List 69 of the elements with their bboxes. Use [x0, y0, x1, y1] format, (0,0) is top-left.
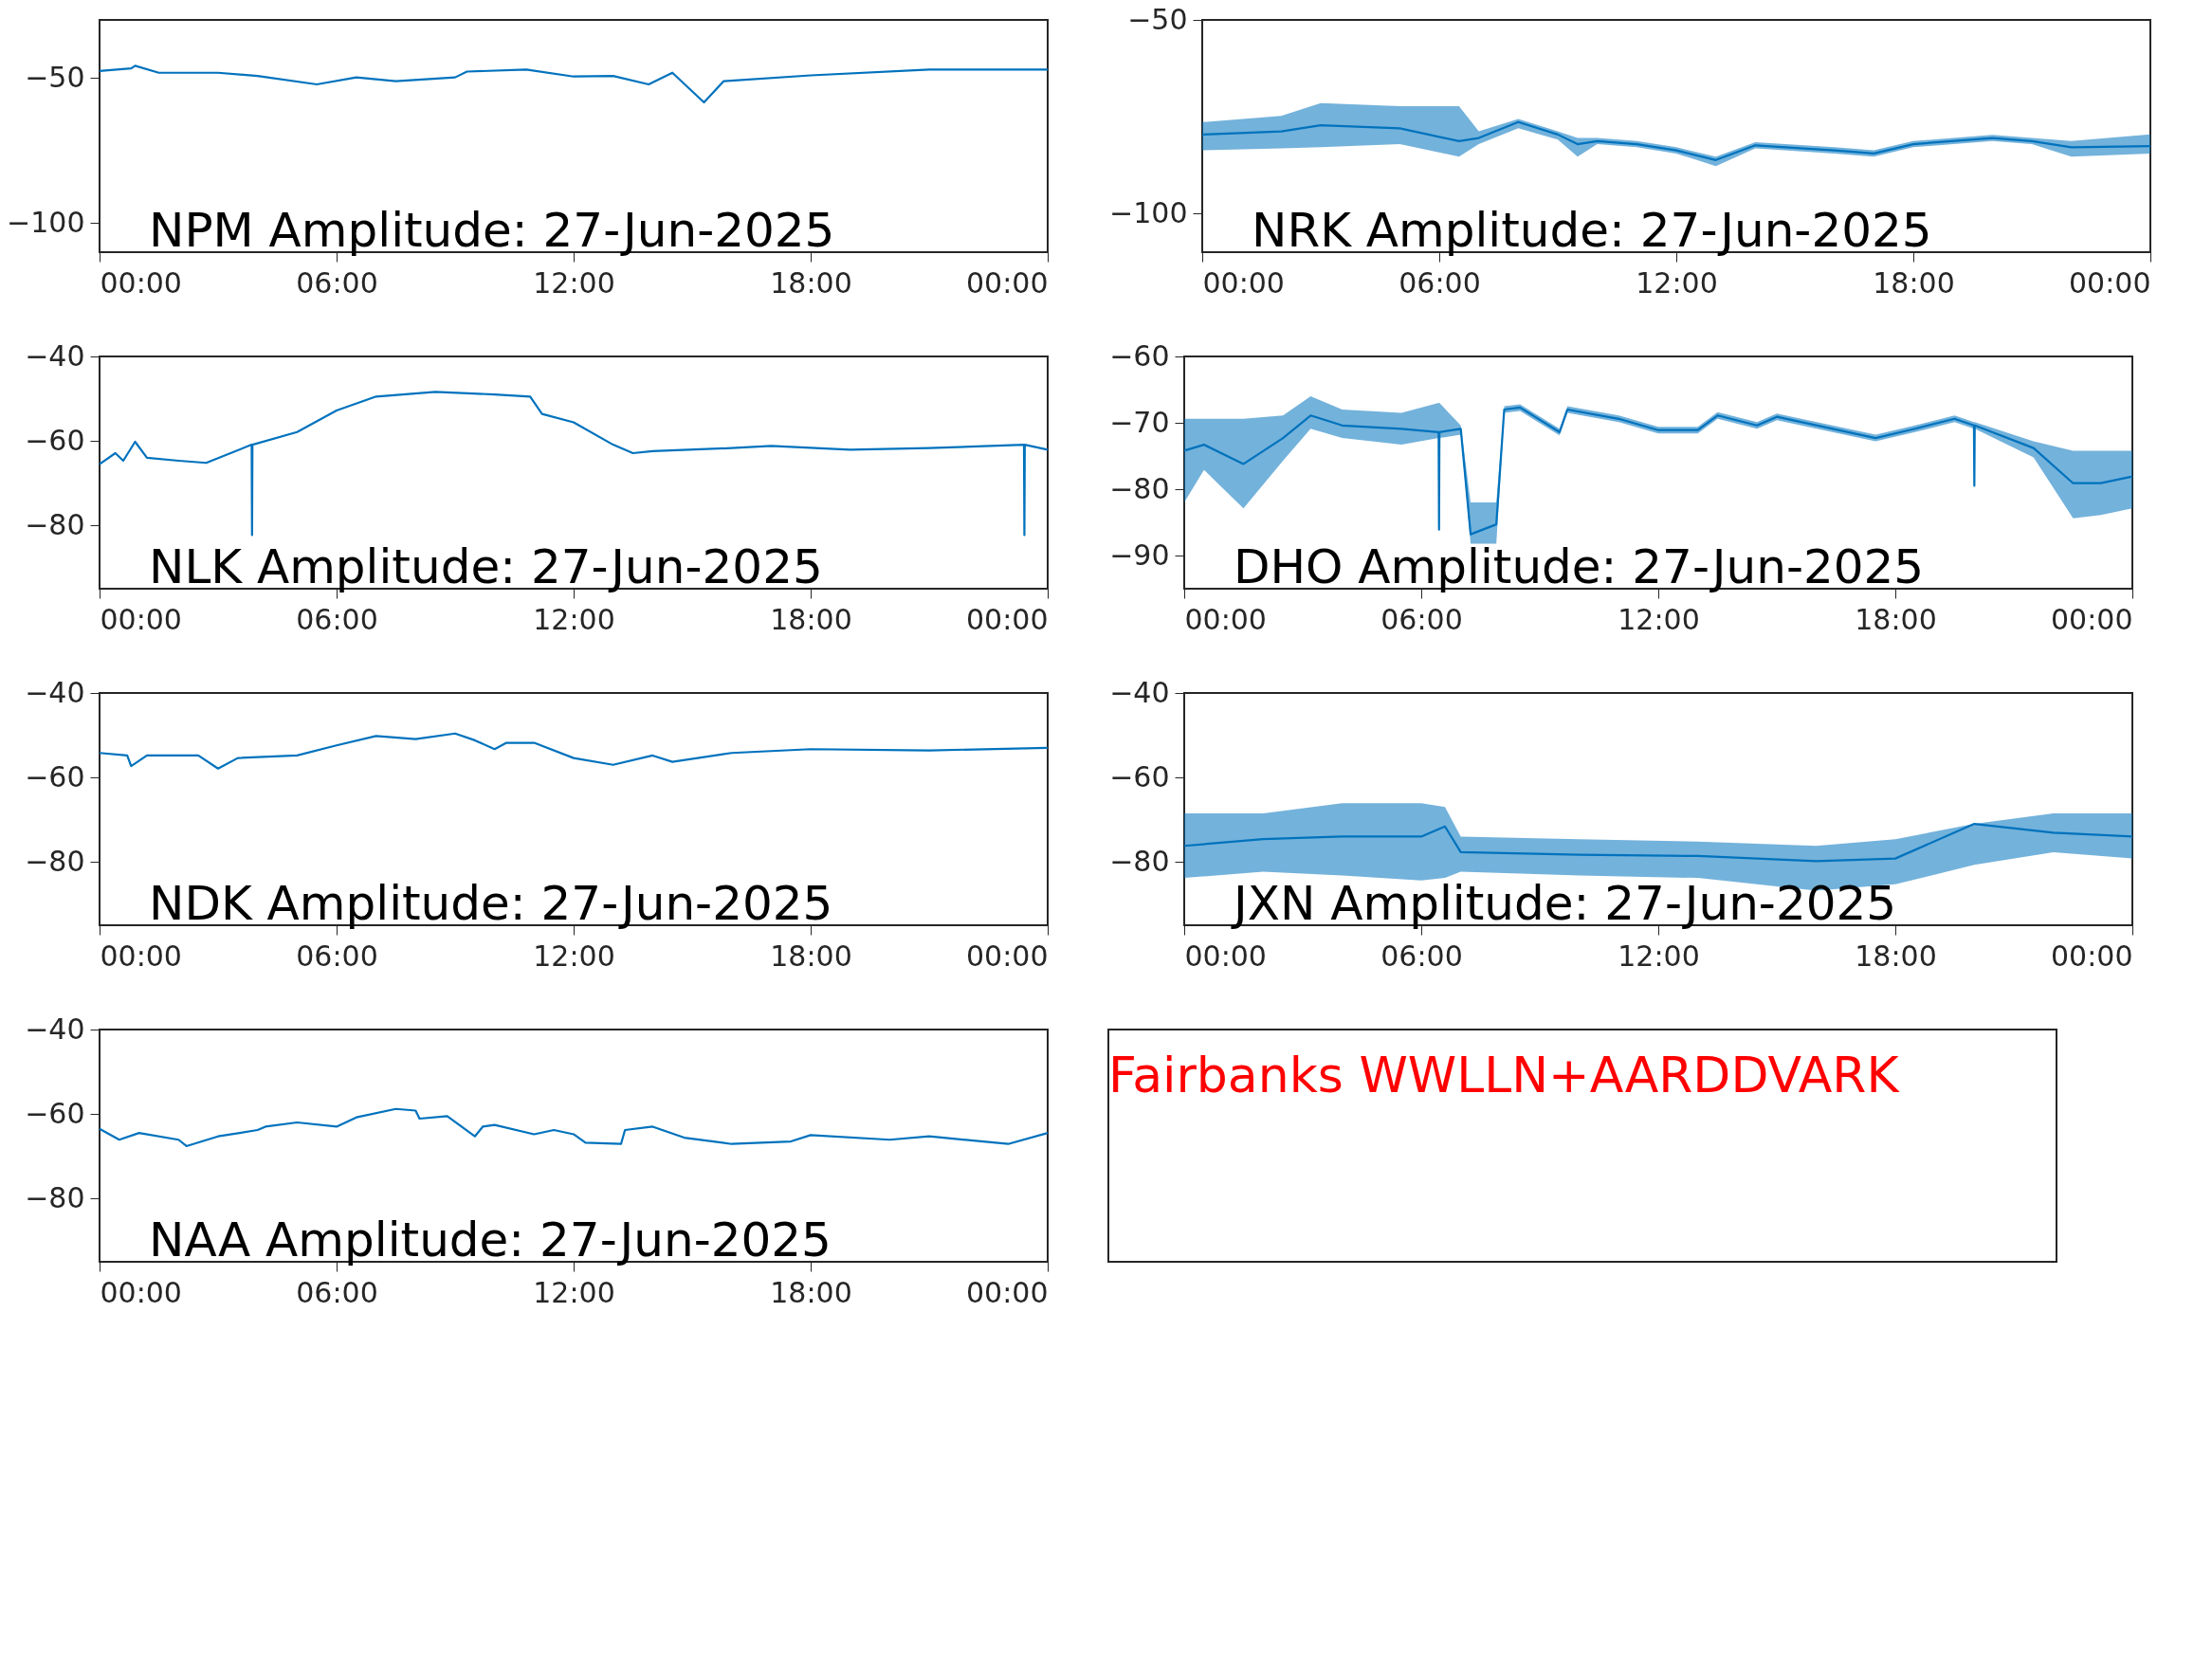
- y-tick-label: −60: [25, 759, 85, 793]
- x-tick-label: 00:00: [2051, 939, 2133, 973]
- text: JXN Amplitude: 27-Jun-2025: [1231, 876, 1897, 931]
- y-tick-label: −100: [7, 205, 85, 239]
- x-tick-label: 00:00: [2069, 265, 2151, 300]
- x-tick-label: 18:00: [1873, 265, 1955, 300]
- text: Fairbanks WWLLN+AARDDVARK: [1108, 1047, 1901, 1103]
- x-tick-label: 18:00: [1855, 602, 1937, 636]
- line-series: [98, 732, 1050, 770]
- y-tick-label: −80: [25, 844, 85, 878]
- x-tick-label: 12:00: [1618, 939, 1700, 973]
- y-tick-label: −60: [25, 423, 85, 457]
- x-tick-label: 00:00: [966, 265, 1049, 300]
- x-tick-label: 18:00: [770, 602, 852, 636]
- x-tick-label: 12:00: [533, 265, 615, 300]
- x-tick-label: 12:00: [533, 1275, 615, 1309]
- x-tick-label: 06:00: [296, 939, 378, 973]
- x-tick-label: 06:00: [1398, 265, 1481, 300]
- y-tick-label: −40: [25, 675, 85, 709]
- y-tick-label: −50: [1127, 2, 1188, 36]
- x-tick-label: 18:00: [770, 1275, 852, 1309]
- text: DHO Amplitude: 27-Jun-2025: [1234, 539, 1925, 594]
- x-tick-label: 12:00: [1636, 265, 1718, 300]
- line-series: [98, 391, 1050, 537]
- text: NRK Amplitude: 27-Jun-2025: [1252, 203, 1932, 258]
- y-tick-label: −80: [25, 507, 85, 541]
- x-tick-label: 00:00: [1184, 602, 1267, 636]
- x-tick-label: 06:00: [296, 1275, 378, 1309]
- x-tick-label: 00:00: [100, 602, 182, 636]
- x-tick-label: 00:00: [966, 939, 1049, 973]
- text: NLK Amplitude: 27-Jun-2025: [149, 539, 823, 594]
- y-tick-label: −60: [1109, 338, 1170, 373]
- x-tick-label: 00:00: [1202, 265, 1285, 300]
- line-series: [1182, 822, 2134, 863]
- text: NPM Amplitude: 27-Jun-2025: [149, 203, 835, 258]
- y-tick-label: −80: [1109, 471, 1170, 505]
- x-tick-label: 00:00: [966, 1275, 1049, 1309]
- x-tick-label: 00:00: [100, 939, 182, 973]
- y-tick-label: −90: [1109, 538, 1170, 572]
- x-tick-label: 06:00: [296, 265, 378, 300]
- y-tick-label: −70: [1109, 405, 1170, 439]
- y-tick-label: −40: [25, 338, 85, 373]
- x-tick-label: 18:00: [770, 939, 852, 973]
- x-tick-label: 18:00: [770, 265, 852, 300]
- x-tick-label: 12:00: [533, 939, 615, 973]
- y-tick-label: −50: [25, 60, 85, 94]
- y-tick-label: −40: [25, 1012, 85, 1046]
- x-tick-label: 18:00: [1855, 939, 1937, 973]
- y-tick-label: −60: [1109, 759, 1170, 793]
- y-tick-label: −80: [25, 1180, 85, 1214]
- x-tick-label: 00:00: [1184, 939, 1267, 973]
- text: NAA Amplitude: 27-Jun-2025: [149, 1212, 832, 1267]
- y-tick-label: −40: [1109, 675, 1170, 709]
- line-series: [98, 1107, 1050, 1148]
- x-tick-label: 00:00: [966, 602, 1049, 636]
- x-tick-label: 00:00: [2051, 602, 2133, 636]
- x-tick-label: 00:00: [100, 265, 182, 300]
- text: NDK Amplitude: 27-Jun-2025: [149, 876, 833, 931]
- y-tick-label: −80: [1109, 844, 1170, 878]
- y-tick-label: −100: [1109, 195, 1188, 229]
- line-series: [1200, 120, 2152, 161]
- x-tick-label: 12:00: [533, 602, 615, 636]
- y-tick-label: −60: [25, 1096, 85, 1130]
- x-tick-label: 00:00: [100, 1275, 182, 1309]
- x-tick-label: 06:00: [296, 602, 378, 636]
- x-tick-label: 06:00: [1380, 602, 1463, 636]
- x-tick-label: 12:00: [1618, 602, 1700, 636]
- line-series: [98, 64, 1050, 104]
- x-tick-label: 06:00: [1380, 939, 1463, 973]
